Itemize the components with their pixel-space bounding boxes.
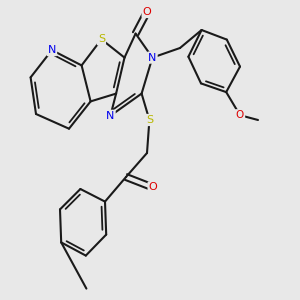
Text: N: N: [106, 111, 115, 121]
Text: O: O: [142, 7, 152, 17]
Text: S: S: [146, 115, 153, 125]
Text: N: N: [48, 45, 56, 55]
Text: N: N: [148, 52, 157, 63]
Text: S: S: [98, 34, 105, 44]
Text: O: O: [148, 182, 158, 193]
Text: O: O: [236, 110, 244, 120]
